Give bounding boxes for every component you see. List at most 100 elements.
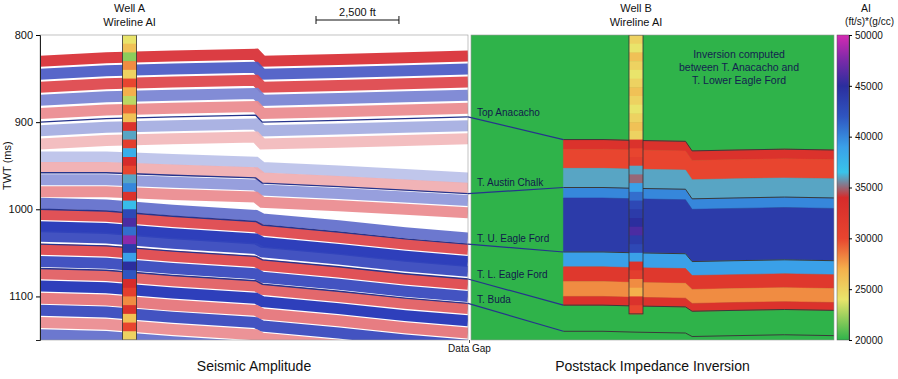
horizon-connector	[468, 244, 563, 252]
well-log-cell	[123, 279, 137, 288]
well-log-cell	[123, 140, 137, 149]
well-log-cell	[629, 174, 643, 183]
well-log-cell	[629, 166, 643, 175]
horizon	[40, 244, 468, 279]
well-name: Well B	[620, 2, 652, 14]
well-log-cell	[629, 192, 643, 201]
well-log-cell	[629, 105, 643, 114]
well-log-cell	[123, 148, 137, 157]
colorbar-title: AI	[861, 2, 871, 14]
horizon-label: T. Austin Chalk	[477, 177, 544, 188]
well-log-cell	[123, 253, 137, 262]
impedance-layer	[563, 296, 834, 311]
annotation: Inversion computedbetween T. Anacacho an…	[679, 48, 799, 86]
well-log-cell	[123, 305, 137, 314]
well-log-cell	[123, 288, 137, 297]
panel-title: Seismic Amplitude	[197, 358, 312, 374]
well-log-cell	[629, 148, 643, 157]
well-outline	[123, 35, 137, 340]
horizon	[563, 188, 834, 199]
tick-mark	[849, 188, 852, 189]
well-log-cell	[629, 201, 643, 210]
tick-label: 900	[15, 116, 33, 128]
well-log-cell	[123, 323, 137, 332]
horizon	[563, 331, 834, 336]
tick-mark	[849, 340, 852, 341]
tick-mark	[849, 289, 852, 290]
well-log-cell	[123, 113, 137, 122]
axis-title: TWT (ms)	[1, 141, 13, 190]
well-log-cell	[123, 52, 137, 61]
tick-mark	[849, 86, 852, 87]
tick-label: 20000	[855, 335, 883, 346]
tick-mark	[36, 296, 40, 297]
tick-mark	[36, 209, 40, 210]
tick: 1000	[9, 203, 40, 215]
panel-title: Poststack Impedance Inversion	[555, 358, 750, 374]
well-log-cell	[629, 122, 643, 131]
well-log-cell	[123, 96, 137, 105]
well-log-cell	[123, 105, 137, 114]
scale-bar-end	[398, 16, 399, 24]
well-log-cell	[123, 157, 137, 166]
tick-label: 40000	[855, 131, 883, 142]
well-log-cell	[629, 218, 643, 227]
horizon	[563, 252, 834, 262]
well-log-cell	[123, 87, 137, 96]
well-log-cell	[629, 296, 643, 305]
well-log-cell	[629, 61, 643, 70]
well-log-cell	[123, 192, 137, 201]
scale-bar-label: 2,500 ft	[339, 6, 376, 18]
well-log-cell	[123, 174, 137, 183]
well-log-cell	[123, 244, 137, 253]
horizon-connector	[468, 188, 563, 194]
tick: 45000	[849, 81, 883, 92]
well-log-cell	[629, 253, 643, 262]
horizon-label: Top Anacacho	[477, 107, 540, 118]
well-log-cell	[629, 227, 643, 236]
colorbar	[837, 35, 849, 340]
scale-bar-end	[316, 16, 317, 24]
tick: 1100	[9, 290, 40, 302]
reflector	[40, 137, 468, 144]
tick: 50000	[849, 30, 883, 41]
well-log-cell	[629, 79, 643, 88]
well-log-cell	[629, 131, 643, 140]
well-log-cell	[629, 235, 643, 244]
well-label: Wireline AI	[610, 16, 663, 28]
well-log-cell	[123, 79, 137, 88]
well-log-cell	[123, 131, 137, 140]
well-name: Well A	[114, 2, 146, 14]
well-log-cell	[629, 113, 643, 122]
axis-line	[850, 36, 853, 341]
data-gap-label: Data Gap	[448, 343, 491, 354]
seismic-plot	[40, 35, 468, 340]
reflector	[40, 335, 468, 340]
tick-label: 30000	[855, 233, 883, 244]
plot-background	[40, 35, 468, 340]
tick-mark	[36, 122, 40, 123]
horizon-label: T. Buda	[477, 294, 511, 305]
horizon-connector	[468, 279, 563, 305]
tick-mark	[849, 137, 852, 138]
reflector	[40, 54, 468, 61]
scale-bar	[316, 20, 399, 21]
well-log-cell	[629, 270, 643, 279]
reflector	[40, 106, 468, 113]
well-log-cell	[123, 44, 137, 53]
tick-mark	[36, 35, 40, 36]
tick-label: 45000	[855, 81, 883, 92]
well-log-cell	[629, 140, 643, 149]
tick-mark	[849, 35, 852, 36]
well-log-cell	[629, 44, 643, 53]
horizon-label: T. U. Eagle Ford	[477, 233, 549, 244]
well-log-cell	[123, 35, 137, 44]
well-log-cell	[629, 87, 643, 96]
tick-label: 25000	[855, 284, 883, 295]
reflector	[40, 93, 468, 100]
well-log-cell	[123, 270, 137, 279]
well-log-cell	[629, 305, 643, 314]
reflector	[40, 67, 468, 74]
horizon	[40, 115, 468, 122]
horizon	[563, 140, 834, 151]
